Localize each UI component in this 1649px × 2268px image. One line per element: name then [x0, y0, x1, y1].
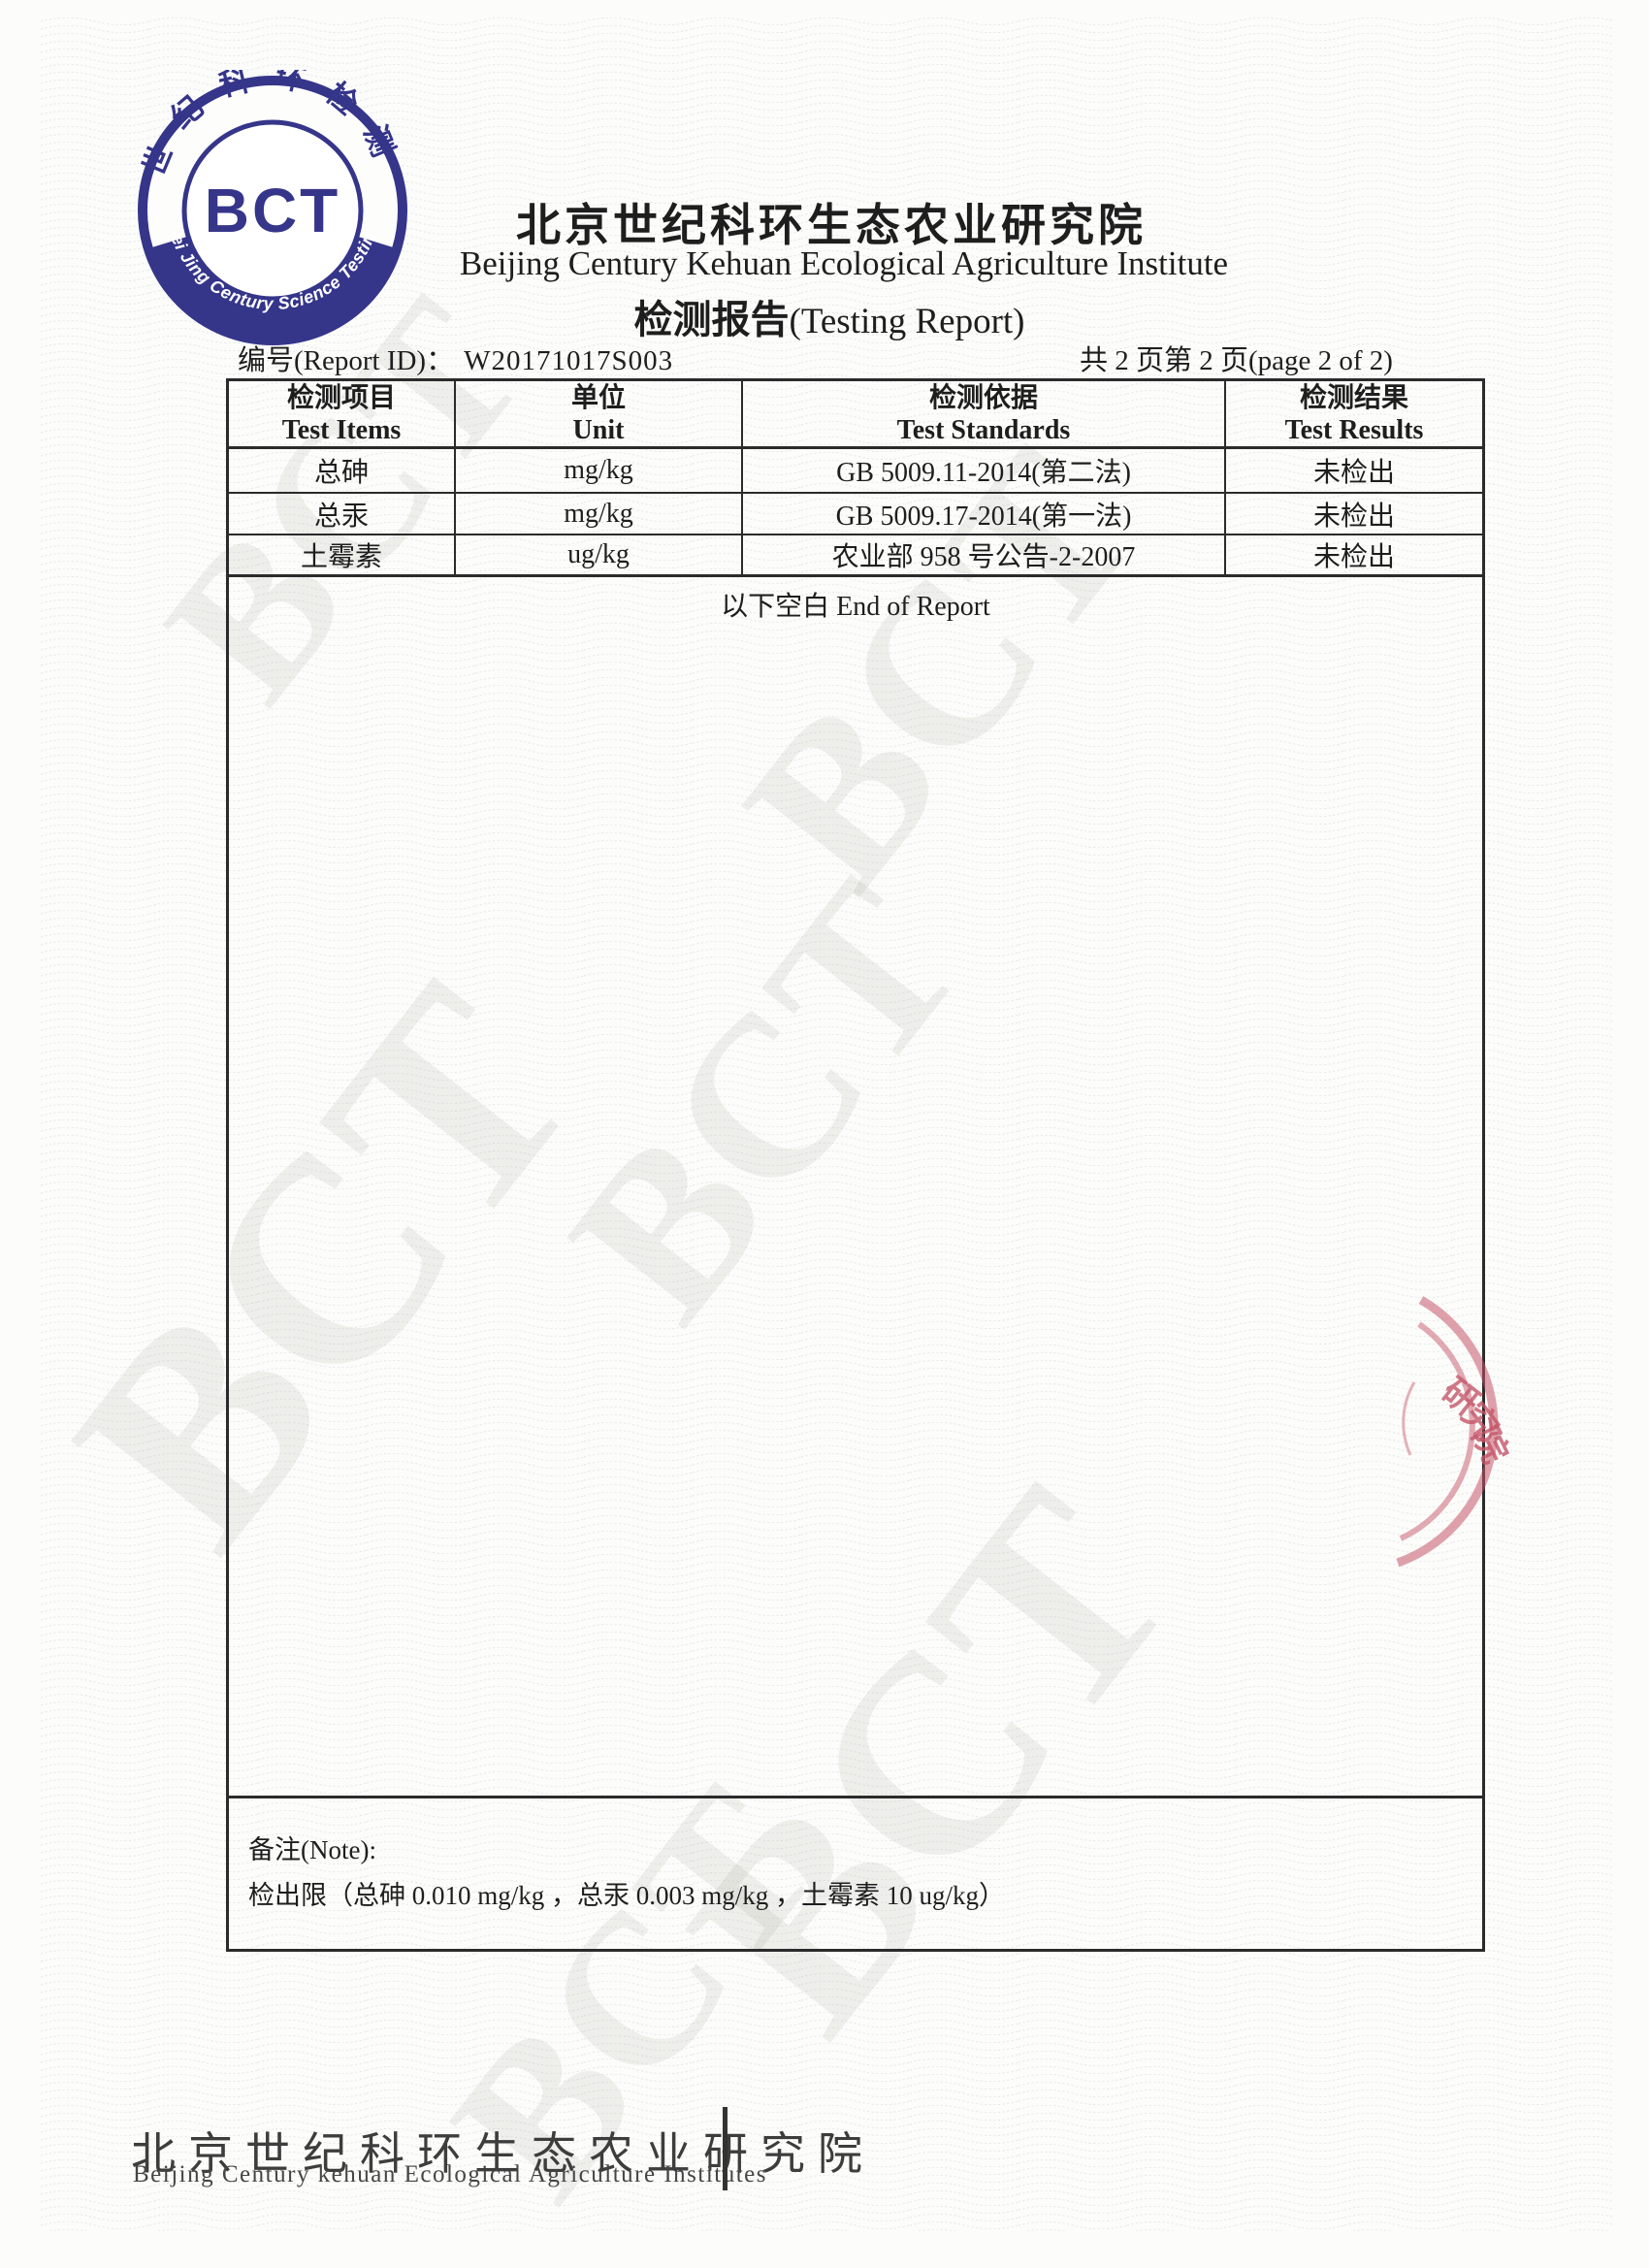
table-cell-unit: mg/kg	[456, 449, 743, 494]
table-cell-item: 总砷	[229, 449, 456, 494]
results-table: 检测项目 Test Items 单位 Unit 检测依据 Test Standa…	[226, 378, 1485, 1952]
org-name-en: Beijing Century Kehuan Ecological Agricu…	[459, 244, 1229, 282]
table-cell-result: 未检出	[1226, 535, 1482, 577]
column-header-en: Test Items	[281, 414, 402, 445]
footer-org-en: Beijing Century kehuan Ecological Agricu…	[133, 2161, 768, 2187]
footer-org-cn: 北京世纪科环生态农业研究院	[131, 2129, 875, 2179]
report-title: 检测报告(Testing Report)	[634, 288, 1025, 344]
table-cell-standard: GB 5009.17-2014(第一法)	[743, 494, 1226, 535]
column-header-cn: 检测项目	[286, 382, 396, 413]
report-title-en: (Testing Report)	[789, 302, 1025, 341]
org-name-cn: 北京世纪科环生态农业研究院	[516, 201, 1147, 250]
page-info: 共 2 页第 2 页(page 2 of 2)	[1080, 345, 1393, 376]
table-cell-unit: mg/kg	[456, 494, 743, 535]
column-header-en: Unit	[572, 414, 625, 445]
table-cell-result: 未检出	[1226, 449, 1482, 494]
logo-center-text: BCT	[205, 176, 341, 245]
note-label: 备注(Note):	[248, 1835, 376, 1864]
report-title-cn: 检测报告	[633, 298, 790, 341]
column-header-test-standards: 检测依据 Test Standards	[743, 381, 1226, 449]
red-stamp: 研 究 院	[1396, 1296, 1515, 1568]
column-header-cn: 检测结果	[1299, 382, 1408, 413]
column-header-en: Test Results	[1284, 414, 1424, 445]
bct-logo: 世纪科环检测 Bei Jing Century Science Testing …	[132, 70, 407, 345]
column-header-en: Test Standards	[896, 414, 1071, 445]
table-cell-result: 未检出	[1226, 494, 1482, 535]
footer-divider-bar	[723, 2107, 728, 2190]
stamp-outer-arc	[1396, 1296, 1499, 1568]
stamp-arc-fragment	[1402, 1381, 1416, 1456]
table-cell-item: 总汞	[229, 494, 456, 535]
report-id-label: 编号(Report ID)：	[238, 345, 455, 376]
stamp-inner-arc	[1399, 1321, 1475, 1541]
column-header-cn: 检测依据	[928, 382, 1038, 413]
table-cell-unit: ug/kg	[456, 535, 743, 577]
column-header-cn: 单位	[570, 382, 626, 413]
table-cell-standard: GB 5009.11-2014(第二法)	[743, 449, 1226, 494]
column-header-test-items: 检测项目 Test Items	[229, 381, 456, 449]
table-cell-item: 土霉素	[229, 535, 456, 577]
note-text: 检出限（总砷 0.010 mg/kg ，总汞 0.003 mg/kg ，土霉素 …	[248, 1881, 1006, 1910]
table-cell-standard: 农业部 958 号公告-2-2007	[743, 535, 1226, 577]
note-cell: 备注(Note): 检出限（总砷 0.010 mg/kg ，总汞 0.003 m…	[229, 1798, 1482, 1949]
logo-inner-ring	[181, 119, 364, 302]
report-id-value: W20171017S003	[464, 345, 674, 376]
logo-bottom-band	[147, 236, 398, 340]
guilloche-background	[41, 17, 1612, 2231]
report-id-line: 编号(Report ID)： W20171017S003	[238, 338, 673, 378]
column-header-unit: 单位 Unit	[456, 381, 743, 449]
end-of-report-cell: 以下空白 End of Report	[229, 577, 1482, 1798]
column-header-test-results: 检测结果 Test Results	[1226, 381, 1482, 449]
